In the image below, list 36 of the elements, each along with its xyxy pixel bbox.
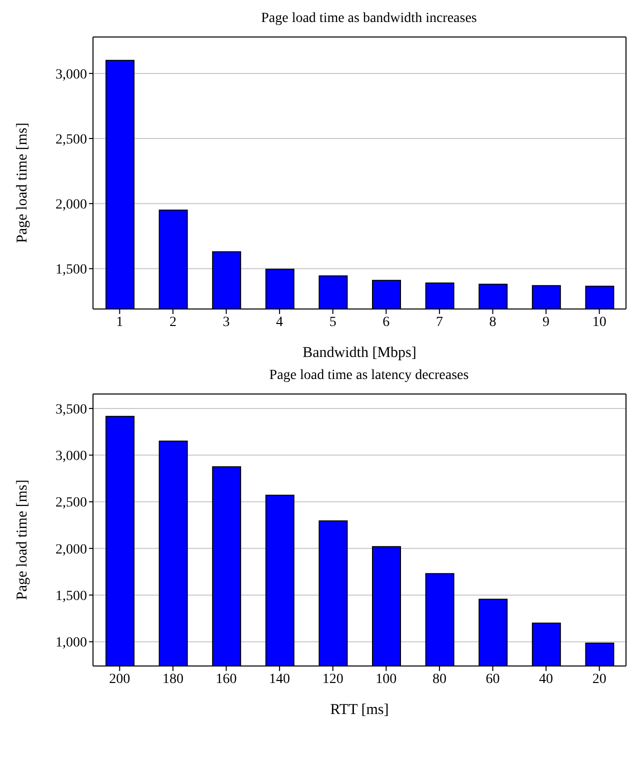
x-tick-label: 100 xyxy=(376,672,397,687)
y-tick-label: 1,500 xyxy=(56,589,87,604)
x-tick-label: 180 xyxy=(162,672,184,687)
x-tick-label: 60 xyxy=(486,672,500,687)
x-tick-label: 9 xyxy=(542,314,550,330)
y-tick-label: 2,000 xyxy=(56,542,87,558)
x-tick-label: 200 xyxy=(109,672,130,687)
x-tick-label: 3 xyxy=(222,314,230,330)
x-tick-label: 2 xyxy=(169,314,176,330)
y-tick-label: 1,000 xyxy=(56,636,87,651)
x-tick-label: 1 xyxy=(116,314,124,330)
x-tick-label: 140 xyxy=(269,672,290,687)
y-axis-title: Page load time [ms] xyxy=(14,122,30,243)
y-axis-title: Page load time [ms] xyxy=(14,480,30,600)
y-tick-label: 2,500 xyxy=(56,132,87,148)
y-tick-label: 2,500 xyxy=(56,496,87,511)
x-tick-label: 4 xyxy=(276,314,284,330)
y-tick-label: 1,500 xyxy=(56,262,87,278)
x-tick-label: 40 xyxy=(539,672,554,687)
x-tick-label: 7 xyxy=(436,314,443,330)
x-tick-label: 160 xyxy=(216,672,237,687)
x-axis-title: RTT [ms] xyxy=(330,702,389,718)
x-axis-title: Bandwidth [Mbps] xyxy=(302,345,416,361)
chart-title: Page load time as latency decreases xyxy=(268,367,470,385)
x-tick-label: 80 xyxy=(432,672,446,687)
chart-title: Page load time as bandwidth increases xyxy=(260,10,478,28)
x-tick-label: 120 xyxy=(322,672,344,687)
y-tick-label: 3,000 xyxy=(56,67,87,82)
x-tick-label: 6 xyxy=(382,314,390,330)
x-tick-label: 10 xyxy=(592,314,606,330)
x-tick-label: 20 xyxy=(592,672,606,687)
x-tick-label: 5 xyxy=(329,314,336,330)
y-tick-label: 3,500 xyxy=(56,402,87,418)
y-tick-label: 2,000 xyxy=(56,198,87,213)
x-tick-label: 8 xyxy=(489,314,496,330)
y-tick-label: 3,000 xyxy=(56,449,87,464)
